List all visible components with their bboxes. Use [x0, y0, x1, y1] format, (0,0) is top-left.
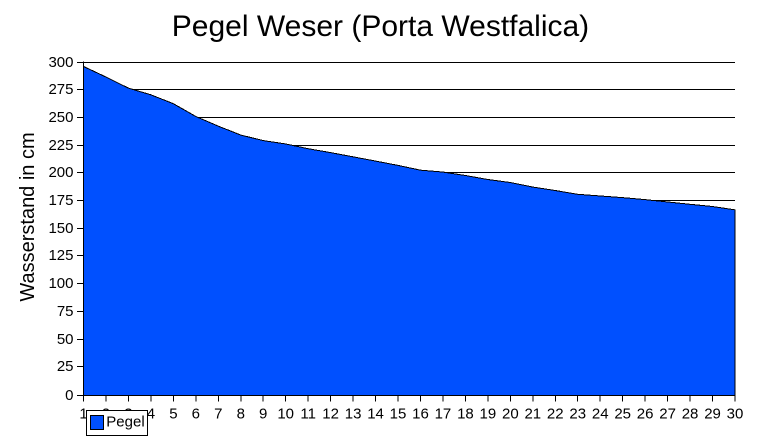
- svg-text:100: 100: [48, 275, 73, 292]
- svg-text:225: 225: [48, 137, 73, 154]
- svg-text:Wasserstand in cm: Wasserstand in cm: [17, 132, 39, 301]
- svg-text:19: 19: [480, 406, 497, 423]
- svg-text:26: 26: [637, 406, 654, 423]
- svg-text:250: 250: [48, 109, 73, 126]
- svg-text:5: 5: [169, 406, 177, 423]
- svg-text:27: 27: [659, 406, 676, 423]
- svg-text:20: 20: [502, 406, 519, 423]
- svg-text:9: 9: [259, 406, 267, 423]
- svg-text:150: 150: [48, 220, 73, 237]
- svg-text:275: 275: [48, 81, 73, 98]
- svg-text:4: 4: [147, 406, 155, 423]
- svg-text:30: 30: [727, 406, 744, 423]
- svg-text:22: 22: [547, 406, 564, 423]
- svg-text:11: 11: [300, 406, 316, 423]
- svg-text:6: 6: [192, 406, 200, 423]
- svg-text:125: 125: [48, 247, 73, 264]
- svg-text:15: 15: [390, 406, 407, 423]
- svg-text:175: 175: [48, 192, 73, 209]
- svg-text:28: 28: [682, 406, 699, 423]
- svg-text:10: 10: [277, 406, 294, 423]
- svg-text:Pegel: Pegel: [106, 414, 144, 431]
- svg-text:8: 8: [237, 406, 245, 423]
- svg-text:300: 300: [48, 54, 73, 71]
- svg-text:16: 16: [412, 406, 429, 423]
- svg-text:50: 50: [57, 331, 74, 348]
- svg-text:Pegel Weser (Porta Westfalica): Pegel Weser (Porta Westfalica): [172, 10, 589, 43]
- svg-text:23: 23: [569, 406, 586, 423]
- svg-text:17: 17: [435, 406, 452, 423]
- svg-text:24: 24: [592, 406, 609, 423]
- svg-text:21: 21: [524, 406, 541, 423]
- svg-text:1: 1: [79, 406, 87, 423]
- svg-text:13: 13: [345, 406, 362, 423]
- svg-text:12: 12: [322, 406, 339, 423]
- svg-text:0: 0: [65, 387, 73, 404]
- svg-text:200: 200: [48, 164, 73, 181]
- svg-text:7: 7: [214, 406, 222, 423]
- svg-text:29: 29: [704, 406, 721, 423]
- svg-text:75: 75: [57, 303, 74, 320]
- svg-text:18: 18: [457, 406, 474, 423]
- svg-text:14: 14: [367, 406, 384, 423]
- svg-text:25: 25: [614, 406, 631, 423]
- svg-text:25: 25: [57, 358, 74, 375]
